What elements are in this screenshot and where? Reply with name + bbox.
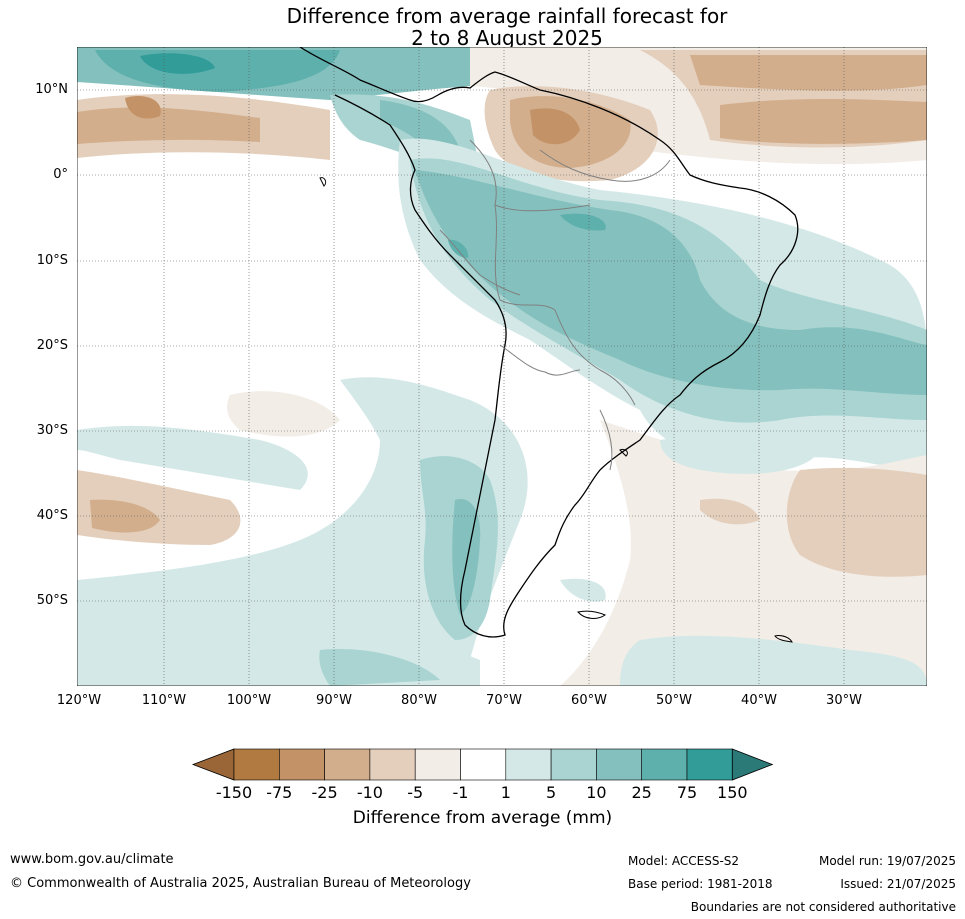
- colorbar-cell: [369, 748, 416, 781]
- model-info: Model: ACCESS-S2: [628, 854, 740, 868]
- coastline-south-america: [299, 47, 799, 638]
- colorbar-cell: [505, 748, 552, 781]
- colorbar-cell: [233, 748, 280, 781]
- colorbar-tick-label: -10: [356, 783, 383, 802]
- colorbar-cell: [460, 748, 507, 781]
- country-borders: [439, 139, 671, 471]
- lon-label-30w: 30°W: [826, 693, 862, 708]
- lon-label-100w: 100°W: [226, 693, 272, 708]
- colorbar-tick-label: 1: [500, 783, 511, 802]
- lat-label-10s: 10°S: [36, 253, 68, 268]
- boundaries-note: Boundaries are not considered authoritat…: [690, 900, 956, 914]
- lat-label-40s: 40°S: [36, 508, 68, 523]
- colorbar-tick-label: 10: [586, 783, 607, 802]
- forecast-map: [77, 47, 927, 686]
- colorbar-tick-label: -1: [452, 783, 469, 802]
- colorbar-tick-label: 5: [546, 783, 557, 802]
- colorbar-tick-label: -150: [215, 783, 253, 802]
- lon-label-90w: 90°W: [316, 693, 352, 708]
- lon-label-50w: 50°W: [656, 693, 692, 708]
- model-run: Model run: 19/07/2025: [818, 854, 956, 868]
- colorbar-tick-label: -5: [407, 783, 424, 802]
- colorbar-tick-label: -25: [311, 783, 338, 802]
- colorbar-cell: [641, 748, 688, 781]
- lon-label-40w: 40°W: [741, 693, 777, 708]
- colorbar: [191, 748, 774, 781]
- lat-label-20s: 20°S: [36, 338, 68, 353]
- map-subtitle: 2 to 8 August 2025: [411, 26, 603, 50]
- anomaly-field-continent: [398, 138, 927, 470]
- colorbar-tick-label: 75: [676, 783, 698, 802]
- lat-label-30s: 30°S: [36, 423, 68, 438]
- base-period: Base period: 1981-2018: [628, 877, 773, 891]
- lon-label-70w: 70°W: [486, 693, 522, 708]
- issued-date: Issued: 21/07/2025: [840, 877, 956, 891]
- colorbar-cell: [414, 748, 461, 781]
- anomaly-field-south: [77, 377, 927, 686]
- lon-label-120w: 120°W: [56, 693, 102, 708]
- colorbar-tick-label: -75: [266, 783, 293, 802]
- colorbar-cell: [596, 748, 642, 781]
- colorbar-cell: [550, 748, 597, 781]
- colorbar-cell: [279, 748, 325, 781]
- website-link[interactable]: www.bom.gov.au/climate: [10, 852, 174, 867]
- lon-label-60w: 60°W: [571, 693, 607, 708]
- lon-label-110w: 110°W: [141, 693, 187, 708]
- lon-label-80w: 80°W: [401, 693, 437, 708]
- lat-label-10n: 10°N: [35, 82, 68, 97]
- islands: [319, 177, 793, 643]
- lat-label-50s: 50°S: [36, 593, 68, 608]
- colorbar-arrow-low: [191, 748, 235, 781]
- copyright-text: © Commonwealth of Australia 2025, Austra…: [10, 876, 471, 891]
- colorbar-cell: [324, 748, 371, 781]
- colorbar-tick-label: 150: [717, 783, 748, 802]
- colorbar-label: Difference from average (mm): [352, 808, 613, 828]
- lat-label-0: 0°: [53, 167, 68, 182]
- map-title: Difference from average rainfall forecas…: [286, 4, 728, 28]
- colorbar-cell: [686, 748, 733, 781]
- graticule: [77, 47, 927, 686]
- colorbar-tick-label: 25: [631, 783, 652, 802]
- colorbar-arrow-high: [731, 748, 774, 781]
